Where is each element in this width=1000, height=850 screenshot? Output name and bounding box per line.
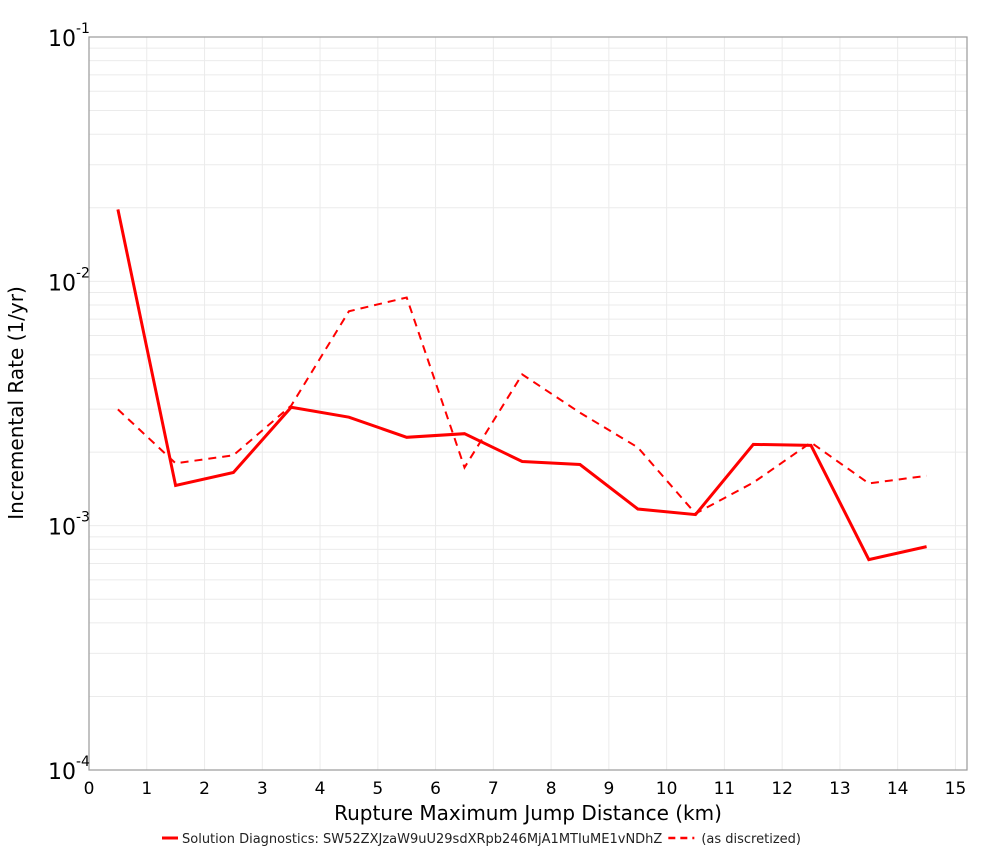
- series-line-discretized: [117, 296, 927, 515]
- series-lines: [116, 209, 927, 562]
- legend: Solution Diagnostics: SW52ZXJzaW9uU29sdX…: [162, 832, 801, 847]
- series-line-solution: [116, 209, 927, 562]
- x-tick-label: 6: [430, 779, 441, 799]
- svg-text:-1: -1: [76, 21, 90, 37]
- y-axis-ticks: 10-110-210-310-4: [48, 21, 90, 785]
- svg-text:10: 10: [48, 760, 76, 785]
- x-tick-label: 5: [372, 779, 383, 799]
- svg-text:10: 10: [48, 516, 76, 541]
- svg-text:-2: -2: [76, 265, 90, 281]
- x-axis-ticks: 0 1 2 3 4 5 6 7 8 9 10 11 12 13 14 15: [84, 779, 967, 799]
- x-tick-label: 0: [84, 779, 95, 799]
- x-tick-label: 1: [141, 779, 152, 799]
- x-tick-label: 10: [656, 779, 678, 799]
- svg-text:10: 10: [48, 271, 76, 296]
- y-tick-label: 10 -1: [48, 21, 90, 52]
- y-tick-label: 10 -2: [48, 265, 90, 296]
- y-tick-label: 10 -4: [48, 754, 90, 785]
- x-tick-label: 7: [488, 779, 499, 799]
- grid-lines: [88, 37, 967, 771]
- legend-item-discretized: (as discretized): [701, 832, 801, 847]
- x-tick-label: 3: [257, 779, 268, 799]
- x-tick-label: 4: [315, 779, 326, 799]
- svg-text:10: 10: [48, 27, 76, 52]
- x-tick-label: 13: [829, 779, 851, 799]
- x-axis-title: Rupture Maximum Jump Distance (km): [334, 801, 722, 825]
- legend-item-solution: Solution Diagnostics: SW52ZXJzaW9uU29sdX…: [182, 832, 662, 847]
- x-tick-label: 9: [603, 779, 614, 799]
- y-axis-title: Incremental Rate (1/yr): [4, 286, 28, 519]
- svg-text:-3: -3: [76, 510, 90, 526]
- x-tick-label: 2: [199, 779, 210, 799]
- x-tick-label: 11: [714, 779, 736, 799]
- x-tick-label: 8: [546, 779, 557, 799]
- x-tick-label: 12: [771, 779, 793, 799]
- x-tick-label: 14: [887, 779, 909, 799]
- x-tick-label: 15: [945, 779, 967, 799]
- svg-text:-4: -4: [76, 754, 90, 770]
- plot-area-border: [88, 36, 968, 771]
- y-tick-label: 10 -3: [48, 510, 90, 541]
